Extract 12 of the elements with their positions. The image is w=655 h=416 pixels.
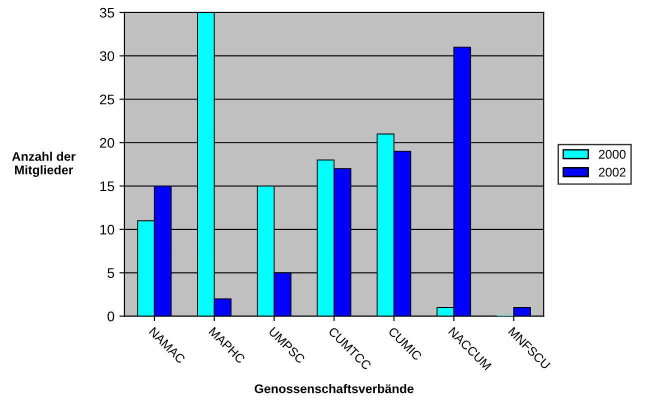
y-tick-label: 10 [100,224,114,235]
y-tick-label: 5 [108,268,114,278]
y-tick-label: 35 [100,8,114,18]
y-tick-label: 30 [100,51,114,62]
y-tick-label: 20 [100,138,114,148]
y-tick-label: 25 [100,94,114,104]
y-axis-title: Anzahl der Mitglieder [12,152,76,177]
x-axis-title: Genossenschaftsverbände [254,384,414,394]
legend-label: 2002 [598,168,626,177]
legend-label: 2000 [598,150,626,159]
y-tick-label: 15 [100,181,114,192]
y-tick-label: 0 [108,311,114,322]
